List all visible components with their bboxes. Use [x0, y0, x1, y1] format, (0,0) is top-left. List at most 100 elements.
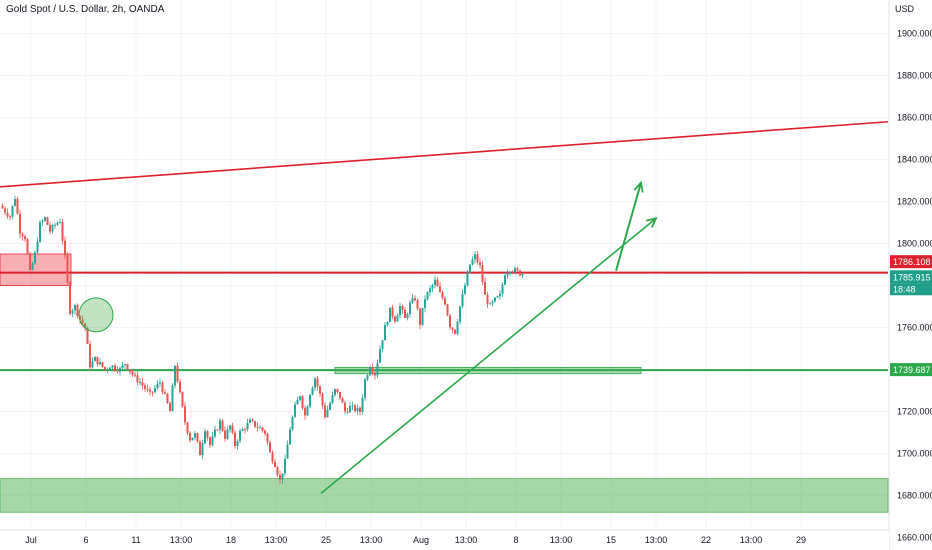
candle-body [184, 406, 186, 423]
candle-body [329, 403, 331, 410]
candle-body [99, 362, 101, 365]
candle-body [404, 309, 406, 319]
candle-body [264, 430, 266, 434]
green-zone-large [0, 478, 889, 513]
resistance-tag [890, 255, 932, 269]
candle-body [141, 382, 144, 386]
candle-body [299, 396, 301, 400]
candle-body [341, 398, 344, 403]
x-tick-label: 13:00 [740, 535, 763, 545]
candle-body [421, 307, 424, 325]
candle-body [241, 429, 244, 431]
candle-body [449, 315, 451, 328]
candle-body [124, 364, 126, 366]
candle-body [504, 275, 506, 285]
candle-body [201, 443, 204, 456]
candle-body [6, 212, 9, 217]
candle-body [186, 422, 189, 433]
candle-body [501, 284, 504, 294]
candle-body [254, 421, 256, 427]
candle-body [69, 282, 71, 314]
projection-arrow [615, 182, 642, 272]
candle-body [156, 383, 159, 389]
candle-body [509, 271, 511, 274]
x-tick-label: 13:00 [645, 535, 668, 545]
candle-body [324, 405, 326, 418]
candle-body [31, 263, 34, 270]
candle-body [14, 198, 16, 206]
candle-body [19, 213, 21, 234]
candle-body [429, 288, 431, 293]
candle-body [281, 473, 284, 480]
candle-body [419, 308, 421, 325]
candle-body [211, 436, 214, 446]
candle-body [436, 279, 439, 287]
candle-body [256, 426, 259, 428]
currency-label: USD [895, 4, 915, 14]
candle-body [484, 281, 486, 295]
candle-body [331, 394, 334, 404]
y-tick-label: 1760.000 [897, 322, 932, 332]
candle-body [196, 433, 199, 442]
candle-body [446, 304, 449, 316]
candle-body [174, 365, 176, 386]
candle-body [406, 314, 409, 319]
candle-body [286, 444, 289, 459]
candle-body [339, 391, 341, 399]
projection-arrowhead [633, 180, 644, 193]
candle-body [459, 306, 461, 322]
resistance-label: 1786.108 [893, 257, 931, 267]
y-tick-label: 1700.000 [897, 448, 932, 458]
x-tick-label: 13:00 [170, 535, 193, 545]
candle-body [24, 236, 26, 240]
candle-body [1, 205, 4, 209]
candle-body [466, 272, 469, 286]
candle-body [251, 419, 254, 422]
candle-body [119, 367, 121, 372]
candle-body [414, 298, 416, 301]
candle-body [246, 422, 249, 430]
candle-body [151, 391, 154, 393]
candle-body [139, 382, 141, 384]
candle-body [171, 385, 174, 412]
candle-body [426, 292, 429, 300]
candle-body [226, 429, 229, 439]
candle-body [269, 442, 271, 453]
candle-body [81, 319, 84, 324]
x-tick-label: 13:00 [265, 535, 288, 545]
candle-body [104, 366, 106, 370]
candle-body [366, 375, 369, 380]
candle-body [314, 378, 316, 388]
chart-title: Gold Spot / U.S. Dollar, 2h, OANDA [6, 4, 165, 15]
candle-body [221, 420, 224, 431]
candle-body [519, 270, 521, 276]
candle-body [216, 429, 219, 431]
candle-body [179, 381, 181, 393]
candle-body [369, 367, 371, 376]
candle-body [516, 268, 519, 271]
candle-body [469, 264, 471, 273]
candle-body [129, 369, 131, 372]
candle-body [294, 404, 296, 417]
candle-body [106, 369, 109, 371]
y-tick-label: 1880.000 [897, 71, 932, 81]
candle-body [416, 300, 419, 309]
candle-body [486, 294, 489, 304]
candle-body [199, 441, 201, 456]
candle-body [491, 301, 494, 304]
candle-body [131, 371, 134, 375]
candle-body [59, 222, 61, 224]
candle-body [456, 321, 459, 334]
x-tick-label: Aug [413, 535, 429, 545]
candle-body [109, 367, 111, 370]
x-tick-label: 29 [796, 535, 806, 545]
candle-body [474, 254, 476, 260]
candle-body [36, 241, 39, 253]
candle-body [159, 382, 161, 384]
candle-body [189, 432, 191, 441]
candle-body [351, 405, 354, 407]
x-tick-label: 18 [226, 535, 236, 545]
candle-body [34, 252, 36, 264]
